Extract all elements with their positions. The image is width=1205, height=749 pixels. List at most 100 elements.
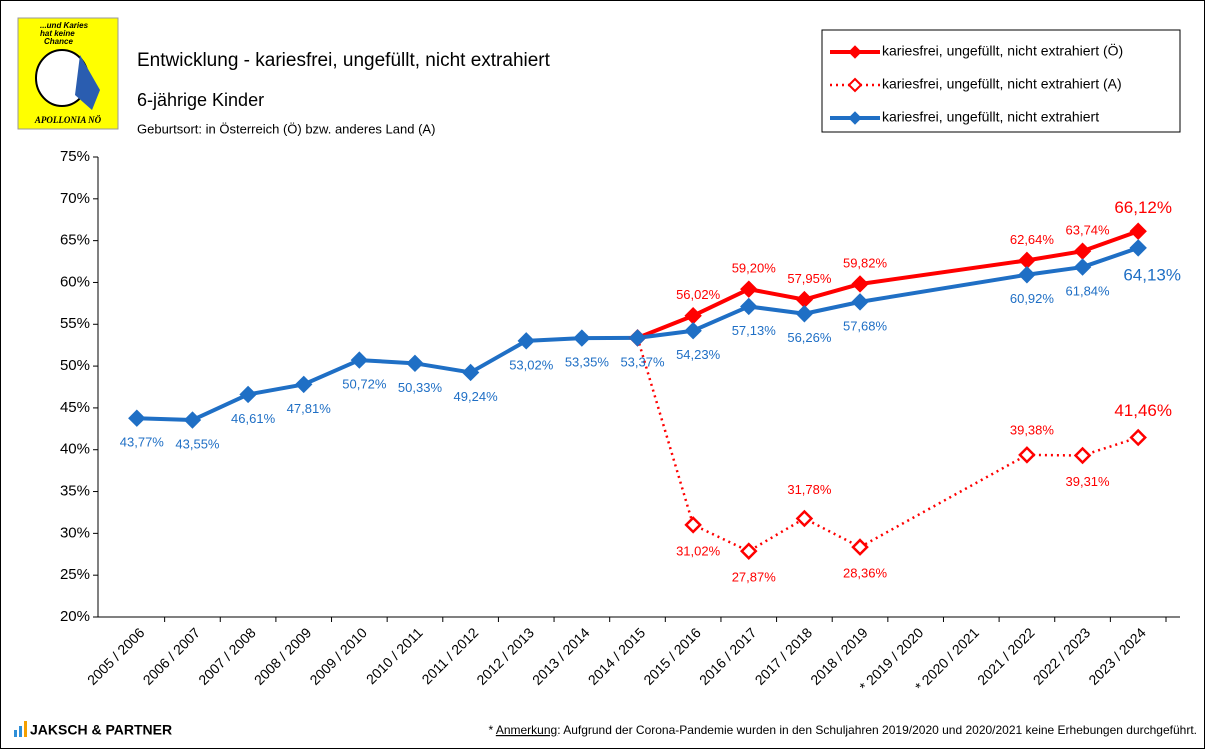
legend-label: kariesfrei, ungefüllt, nicht extrahiert	[882, 109, 1099, 125]
logo-brush	[75, 55, 100, 110]
logo-name: APOLLONIA NÖ	[34, 115, 102, 125]
point-marker	[1129, 239, 1147, 257]
value-label: 64,13%	[1123, 265, 1181, 284]
point-marker	[851, 275, 869, 293]
value-label: 53,37%	[620, 354, 665, 369]
chart-subtitle: 6-jährige Kinder	[137, 90, 264, 110]
point-marker	[739, 542, 758, 560]
value-label: 43,55%	[175, 436, 220, 451]
value-label: 47,81%	[287, 401, 332, 416]
point-marker	[1018, 446, 1036, 464]
point-marker	[295, 375, 313, 394]
value-label: 60,92%	[1010, 291, 1055, 306]
value-label: 63,74%	[1066, 223, 1111, 238]
y-tick-label: 75%	[60, 148, 90, 165]
value-label: 61,84%	[1066, 284, 1111, 299]
brand-text: JAKSCH & PARTNER	[30, 722, 172, 738]
point-marker	[239, 385, 257, 404]
footnote-text: : Aufgrund der Corona-Pandemie wurden in…	[557, 723, 1197, 737]
brand: JAKSCH & PARTNER	[14, 721, 172, 738]
y-tick-label: 70%	[60, 190, 90, 207]
brand-bar	[14, 730, 17, 737]
point-marker	[128, 409, 146, 427]
value-label: 54,23%	[676, 347, 721, 362]
value-label: 59,20%	[732, 261, 777, 276]
footnote-underlined: Anmerkung	[496, 723, 557, 737]
logo: ...und Karies hat keine Chance APOLLONIA…	[17, 17, 119, 130]
y-tick-label: 60%	[60, 273, 90, 290]
point-marker	[183, 411, 202, 429]
point-marker	[573, 329, 591, 347]
legend: kariesfrei, ungefüllt, nicht extrahiert …	[821, 29, 1181, 133]
y-tick-label: 65%	[60, 232, 90, 249]
value-label: 56,02%	[676, 287, 721, 302]
point-marker	[684, 516, 702, 534]
point-marker	[740, 297, 758, 316]
y-tick-label: 30%	[60, 524, 90, 541]
legend-marker	[848, 45, 862, 59]
footnote: * Anmerkung: Aufgrund der Corona-Pandemi…	[488, 723, 1197, 737]
value-label: 41,46%	[1114, 401, 1172, 420]
value-label: 56,26%	[787, 330, 832, 345]
point-marker	[350, 351, 369, 369]
value-label: 39,31%	[1066, 474, 1111, 489]
value-label: 62,64%	[1010, 232, 1055, 247]
chart-title: Entwicklung - kariesfrei, ungefüllt, nic…	[137, 50, 551, 71]
gap-connector	[859, 272, 1028, 304]
chart-note: Geburtsort: in Österreich (Ö) bzw. ander…	[137, 121, 435, 136]
gap-connector	[859, 258, 1028, 286]
point-marker	[1073, 446, 1092, 465]
point-marker	[851, 293, 869, 311]
value-label: 57,68%	[843, 318, 888, 333]
gap-connector	[859, 453, 1028, 549]
y-tick-label: 45%	[60, 399, 90, 416]
value-label: 39,38%	[1010, 422, 1055, 437]
legend-label: kariesfrei, ungefüllt, nicht extrahiert …	[882, 42, 1123, 59]
legend-box	[821, 29, 1181, 133]
value-label: 28,36%	[843, 566, 888, 581]
value-label: 57,95%	[787, 271, 832, 286]
brand-bar	[24, 721, 27, 737]
point-marker	[461, 363, 480, 382]
footnote-star: *	[488, 723, 493, 737]
y-tick-label: 40%	[60, 441, 90, 458]
y-tick-label: 20%	[60, 608, 90, 625]
value-label: 31,02%	[676, 543, 721, 558]
brand-bar	[19, 726, 22, 737]
point-marker	[740, 280, 758, 298]
value-label: 59,82%	[843, 255, 888, 270]
point-marker	[517, 332, 535, 350]
value-label: 66,12%	[1114, 198, 1172, 217]
logo-text: Chance	[44, 37, 73, 46]
value-label: 31,78%	[787, 482, 832, 497]
value-label: 50,72%	[342, 377, 387, 392]
value-label: 27,87%	[732, 570, 777, 585]
point-marker	[628, 329, 647, 347]
y-tick-label: 50%	[60, 357, 90, 374]
value-label: 57,13%	[732, 323, 777, 338]
logo-text: hat keine	[40, 29, 75, 38]
y-tick-label: 35%	[60, 483, 90, 500]
legend-label: kariesfrei, ungefüllt, nicht extrahiert …	[882, 76, 1122, 92]
point-marker	[795, 305, 814, 323]
value-label: 46,61%	[231, 411, 276, 426]
legend-marker	[848, 111, 862, 125]
point-marker	[684, 322, 702, 340]
point-marker	[406, 354, 424, 373]
value-label: 50,33%	[398, 380, 443, 395]
y-tick-label: 25%	[60, 566, 90, 583]
value-label: 49,24%	[454, 389, 499, 404]
logo-text: ...und Karies	[40, 21, 89, 30]
legend-marker	[847, 77, 863, 93]
point-marker	[1129, 428, 1147, 447]
value-label: 43,77%	[120, 435, 165, 450]
point-marker	[1073, 258, 1092, 276]
point-marker	[851, 538, 869, 556]
y-tick-label: 55%	[60, 315, 90, 332]
value-label: 53,35%	[565, 355, 610, 370]
point-marker	[1018, 266, 1036, 284]
point-marker	[795, 509, 814, 528]
value-label: 53,02%	[509, 357, 554, 372]
